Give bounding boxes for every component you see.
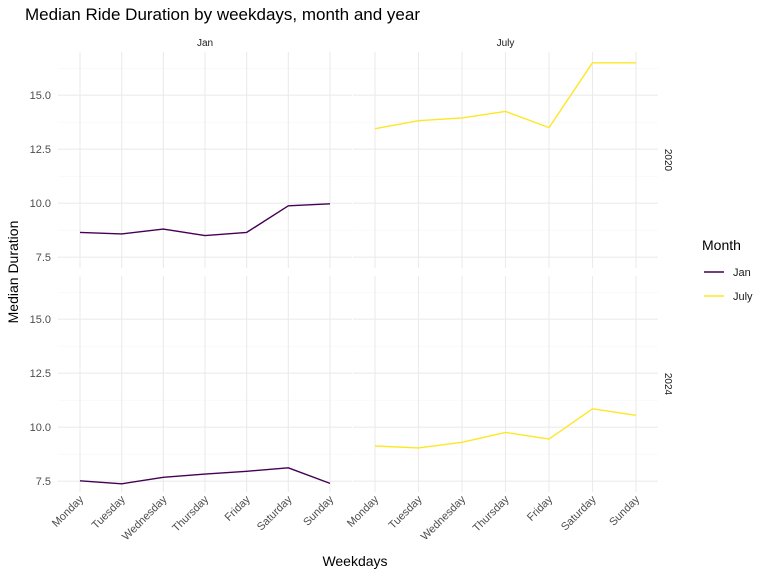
y-tick-label: 12.5	[30, 144, 51, 156]
series-line-jan-2024	[79, 467, 331, 485]
x-tick-label: Thursday	[170, 493, 211, 534]
x-tick-label: Saturday	[559, 493, 599, 533]
legend-title: Month	[702, 237, 741, 253]
x-tick-label: Thursday	[471, 493, 512, 534]
y-tick-label: 7.5	[36, 252, 51, 264]
y-tick-label: 7.5	[36, 476, 51, 488]
column-strip-label: Jan	[197, 38, 213, 49]
legend: Month Jan July	[702, 237, 753, 303]
chart-panels: Jan July 2020 2024 7.5 10.0 12.5 15.0 7.5 10.0 12.…	[30, 38, 673, 543]
x-tick-label: Friday	[223, 493, 253, 523]
series-line-jan-2020	[79, 203, 331, 237]
x-tick-label: Friday	[525, 493, 555, 523]
column-strip-label: July	[497, 38, 515, 49]
x-tick-label: Wednesday	[419, 493, 469, 543]
series-line-july-2024	[374, 408, 637, 449]
x-tick-label: Tuesday	[387, 493, 425, 531]
x-tick-label: Monday	[345, 493, 382, 530]
x-tick-label: Tuesday	[90, 493, 128, 531]
x-tick-label: Wednesday	[120, 493, 170, 543]
y-tick-label: 10.0	[30, 198, 51, 210]
x-tick-label: Monday	[50, 493, 87, 530]
legend-label: July	[733, 291, 753, 303]
row-strip-label: 2024	[662, 373, 673, 396]
x-tick-label: Sunday	[301, 493, 336, 528]
y-axis-title: Median Duration	[5, 221, 21, 324]
legend-label: Jan	[733, 267, 751, 279]
x-tick-label: Saturday	[255, 493, 295, 533]
y-tick-label: 15.0	[30, 90, 51, 102]
y-tick-label: 15.0	[30, 314, 51, 326]
chart-title: Median Ride Duration by weekdays, month …	[25, 5, 420, 24]
series-line-july-2020	[374, 62, 636, 130]
row-strip-label: 2020	[662, 149, 673, 172]
y-tick-label: 10.0	[30, 422, 51, 434]
y-tick-label: 12.5	[30, 368, 51, 380]
x-axis-title: Weekdays	[322, 553, 387, 569]
x-tick-label: Sunday	[607, 493, 642, 528]
